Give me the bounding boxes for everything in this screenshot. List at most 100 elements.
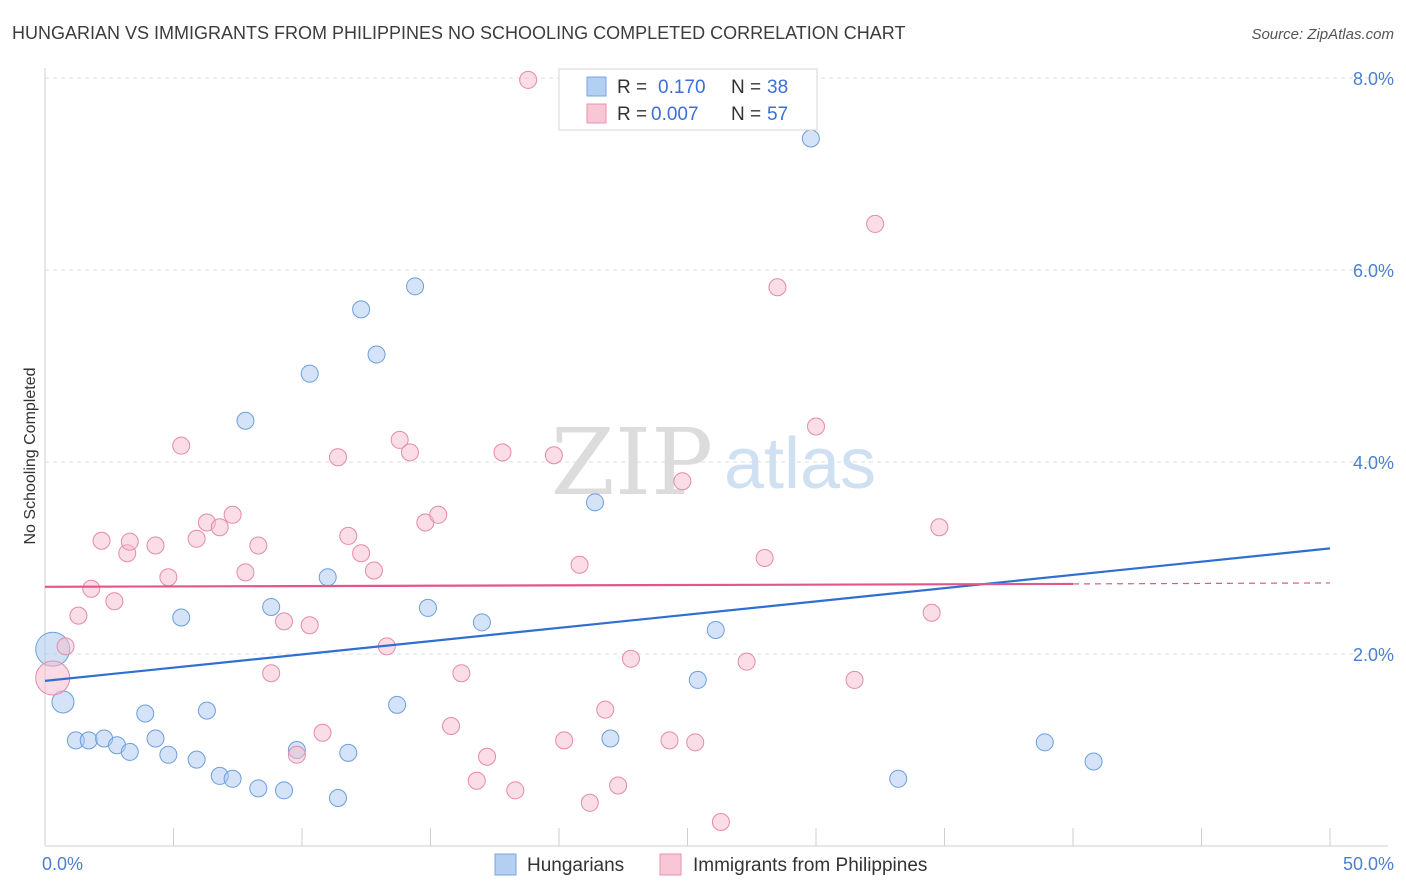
philippines-point-40 xyxy=(580,793,599,812)
philippines-point-19 xyxy=(287,745,306,764)
philippines-point-42 xyxy=(596,700,615,719)
philippines-point-55 xyxy=(922,603,941,622)
legend-n-value-blue: 38 xyxy=(767,77,788,98)
philippines-point-37 xyxy=(519,70,538,89)
x-tick-label-1: 50.0% xyxy=(1343,854,1394,874)
hungarian-point-30 xyxy=(585,493,604,512)
legend-r-value-pink: 0.007 xyxy=(651,104,699,125)
hungarian-point-20 xyxy=(300,364,319,383)
y-tick-label-2: 6.0% xyxy=(1353,261,1394,281)
philippines-point-14 xyxy=(223,505,242,524)
hungarian-point-25 xyxy=(367,345,386,364)
hungarian-point-37 xyxy=(1084,752,1103,771)
hungarian-point-15 xyxy=(236,411,255,430)
y-tick-label-0: 2.0% xyxy=(1353,645,1394,665)
hungarian-point-8 xyxy=(146,729,165,748)
hungarian-point-21 xyxy=(318,568,337,587)
philippines-point-54 xyxy=(866,214,885,233)
philippines-point-22 xyxy=(328,448,347,467)
hungarian-point-23 xyxy=(339,743,358,762)
legend-r-value-blue: 0.170 xyxy=(658,77,706,98)
philippines-point-11 xyxy=(187,529,206,548)
legend-swatch-blue xyxy=(586,76,607,97)
y-tick-label-1: 4.0% xyxy=(1353,453,1394,473)
philippines-point-10 xyxy=(172,436,191,455)
philippines-point-50 xyxy=(755,549,774,567)
philippines-point-36 xyxy=(506,781,525,800)
hungarian-point-3 xyxy=(79,731,98,750)
axes xyxy=(44,68,1388,847)
philippines-trend-extension xyxy=(1072,582,1331,585)
philippines-point-20 xyxy=(300,616,319,635)
philippines-point-38 xyxy=(544,446,563,465)
watermark-atlas: atlas xyxy=(724,424,876,504)
philippines-point-46 xyxy=(673,472,692,491)
philippines-point-56 xyxy=(930,518,949,537)
philippines-point-15 xyxy=(236,563,255,582)
scatter-points xyxy=(35,70,1103,831)
hungarian-point-36 xyxy=(1035,733,1054,752)
hungarian-point-17 xyxy=(262,597,281,616)
hungarian-point-27 xyxy=(406,277,425,296)
hungarian-point-9 xyxy=(159,745,178,764)
philippines-point-21 xyxy=(313,723,332,742)
hungarian-point-10 xyxy=(172,608,191,627)
philippines-point-7 xyxy=(120,532,139,551)
gridlines xyxy=(44,77,1388,846)
philippines-point-5 xyxy=(92,531,111,550)
legend-n-value-pink: 57 xyxy=(767,104,788,125)
philippines-point-28 xyxy=(400,443,419,462)
philippines-point-3 xyxy=(82,579,101,598)
hungarian-point-28 xyxy=(418,598,437,617)
philippines-point-53 xyxy=(845,670,864,689)
philippines-trend-line xyxy=(44,582,1074,588)
philippines-point-51 xyxy=(768,278,787,297)
philippines-point-32 xyxy=(452,664,471,683)
philippines-point-47 xyxy=(686,733,705,752)
legend-n-label-pink: N = xyxy=(731,104,761,125)
philippines-point-33 xyxy=(467,771,486,790)
hungarian-trend-line xyxy=(44,547,1331,682)
chart-title: HUNGARIAN VS IMMIGRANTS FROM PHILIPPINES… xyxy=(12,23,905,43)
series-legend: Hungarians Immigrants from Philippines xyxy=(494,853,927,876)
philippines-point-43 xyxy=(609,776,628,795)
hungarian-point-33 xyxy=(706,621,725,639)
philippines-point-48 xyxy=(711,813,730,831)
hungarian-point-6 xyxy=(120,742,139,761)
hungarian-point-14 xyxy=(223,769,242,788)
hungarian-point-32 xyxy=(688,670,707,689)
philippines-point-8 xyxy=(146,536,165,555)
philippines-point-23 xyxy=(339,526,358,545)
legend-r-label-pink: R = xyxy=(617,104,647,125)
legend-n-label-blue: N = xyxy=(731,77,761,98)
trend-lines xyxy=(44,547,1331,682)
philippines-point-35 xyxy=(493,443,512,462)
series-swatch-philippines xyxy=(659,853,682,876)
philippines-point-1 xyxy=(56,637,75,656)
hungarian-point-16 xyxy=(249,779,268,798)
x-tick-label-0: 0.0% xyxy=(42,854,83,874)
y-axis-label: No Schooling Completed xyxy=(22,368,39,545)
chart-source: Source: ZipAtlas.com xyxy=(1251,26,1394,43)
philippines-point-31 xyxy=(442,717,461,735)
philippines-point-18 xyxy=(275,612,294,631)
philippines-point-16 xyxy=(249,536,268,555)
hungarian-point-24 xyxy=(352,300,371,319)
legend-swatch-pink xyxy=(586,103,607,124)
stats-legend: R = 0.170 N = 38 R = 0.007 N = 57 xyxy=(558,68,818,131)
philippines-point-49 xyxy=(737,652,756,671)
philippines-point-25 xyxy=(364,561,383,580)
hungarian-point-29 xyxy=(472,613,491,632)
philippines-point-30 xyxy=(429,505,448,524)
hungarian-point-31 xyxy=(601,729,620,748)
philippines-point-27 xyxy=(390,430,409,449)
philippines-point-13 xyxy=(210,518,229,537)
series-swatch-hungarians xyxy=(494,853,517,876)
hungarian-point-35 xyxy=(889,769,908,788)
watermark: ZIP atlas xyxy=(551,409,876,516)
series-label-hungarians: Hungarians xyxy=(527,855,624,876)
philippines-point-45 xyxy=(660,731,679,750)
philippines-point-9 xyxy=(159,568,178,587)
